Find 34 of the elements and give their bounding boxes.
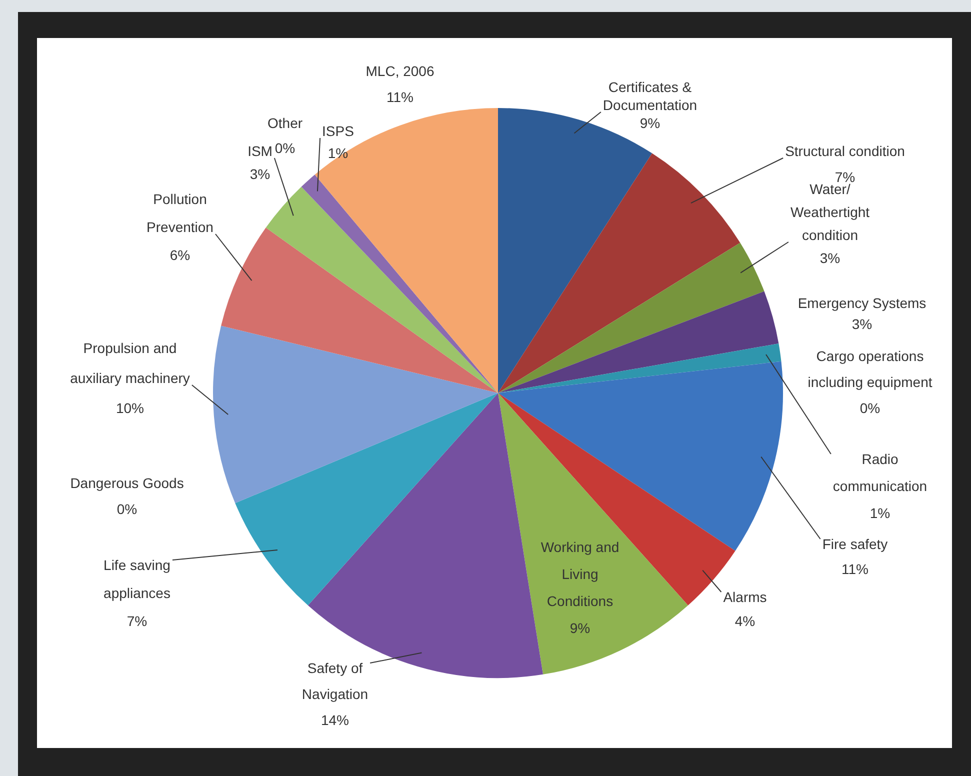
slice-label: Emergency Systems (798, 294, 926, 311)
category-label: Cargo operations including equipment (808, 348, 932, 390)
data-label: 3% (852, 316, 872, 332)
data-label: 7% (126, 612, 148, 629)
slice-label: Alarms (723, 588, 767, 605)
category-label: Other (267, 114, 303, 131)
data-label: 3% (250, 166, 270, 182)
slice-label: ISM (248, 142, 272, 159)
slice-label: Working and Living Conditions (540, 538, 620, 609)
slice-label: Safety of Navigation (302, 660, 368, 702)
data-label: 14% (320, 712, 350, 728)
slice-label: Structural condition (785, 142, 905, 159)
slice-label: Fire safety (822, 536, 888, 552)
data-label: 1% (328, 144, 348, 161)
data-label: 3% (820, 250, 840, 266)
slice-label: Certificates & Documentation (602, 78, 698, 113)
slice-label: Life saving appliances (104, 556, 170, 601)
data-label: 11% (386, 88, 414, 105)
data-label: 9% (640, 114, 660, 131)
data-label: 1% (870, 504, 890, 521)
slice-label: Pollution Prevention (146, 190, 214, 235)
category-label: Dangerous Goods (70, 474, 184, 491)
data-label: 9% (570, 620, 590, 636)
data-label: 4% (734, 612, 756, 629)
slice-label: Propulsion and auxiliary machinery (70, 340, 190, 386)
text: 0% (860, 400, 880, 416)
data-label: 10% (116, 400, 144, 416)
text: 0% (116, 500, 138, 517)
data-label: 6% (170, 246, 190, 263)
data-label: 11% (842, 560, 868, 577)
text: 0% (274, 140, 296, 156)
slice-label: Radio communication (832, 450, 928, 494)
slice-label: MLC, 2006 (366, 62, 434, 79)
slice-label: ISPS (322, 122, 354, 139)
